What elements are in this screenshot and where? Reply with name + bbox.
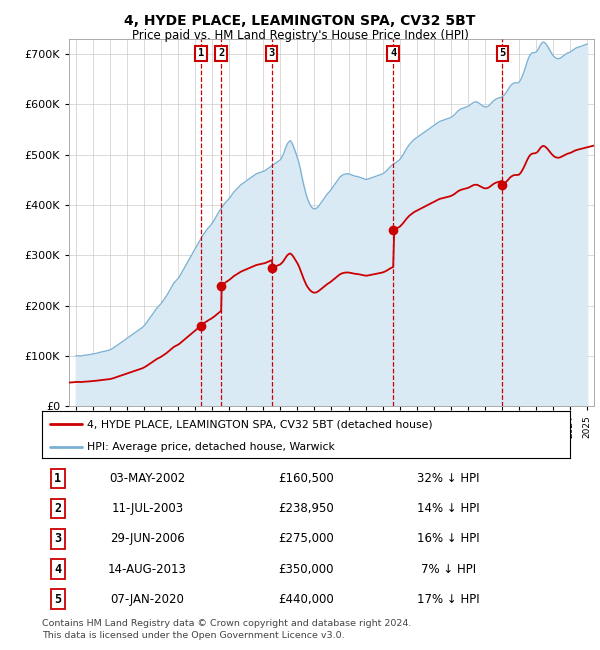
Text: £238,950: £238,950 [278,502,334,515]
Text: 4: 4 [54,562,61,575]
Text: 5: 5 [54,593,61,606]
Text: 1: 1 [198,48,204,58]
Text: 29-JUN-2006: 29-JUN-2006 [110,532,185,545]
Text: 4, HYDE PLACE, LEAMINGTON SPA, CV32 5BT: 4, HYDE PLACE, LEAMINGTON SPA, CV32 5BT [124,14,476,29]
Text: 14-AUG-2013: 14-AUG-2013 [108,562,187,575]
Text: 07-JAN-2020: 07-JAN-2020 [110,593,185,606]
Text: 3: 3 [269,48,275,58]
Text: 16% ↓ HPI: 16% ↓ HPI [417,532,480,545]
Text: 7% ↓ HPI: 7% ↓ HPI [421,562,476,575]
Text: Contains HM Land Registry data © Crown copyright and database right 2024.
This d: Contains HM Land Registry data © Crown c… [42,619,412,640]
Text: 1: 1 [54,472,61,485]
Text: £350,000: £350,000 [278,562,334,575]
Text: 4: 4 [390,48,396,58]
Text: 17% ↓ HPI: 17% ↓ HPI [417,593,480,606]
Text: 2: 2 [218,48,224,58]
Text: £440,000: £440,000 [278,593,334,606]
Text: HPI: Average price, detached house, Warwick: HPI: Average price, detached house, Warw… [87,441,335,452]
Text: 11-JUL-2003: 11-JUL-2003 [112,502,184,515]
Text: 5: 5 [499,48,505,58]
Text: 14% ↓ HPI: 14% ↓ HPI [417,502,480,515]
Text: £160,500: £160,500 [278,472,334,485]
Text: Price paid vs. HM Land Registry's House Price Index (HPI): Price paid vs. HM Land Registry's House … [131,29,469,42]
Text: £275,000: £275,000 [278,532,334,545]
Text: 2: 2 [54,502,61,515]
Text: 32% ↓ HPI: 32% ↓ HPI [418,472,480,485]
Text: 03-MAY-2002: 03-MAY-2002 [109,472,186,485]
Text: 3: 3 [54,532,61,545]
Text: 4, HYDE PLACE, LEAMINGTON SPA, CV32 5BT (detached house): 4, HYDE PLACE, LEAMINGTON SPA, CV32 5BT … [87,419,433,429]
